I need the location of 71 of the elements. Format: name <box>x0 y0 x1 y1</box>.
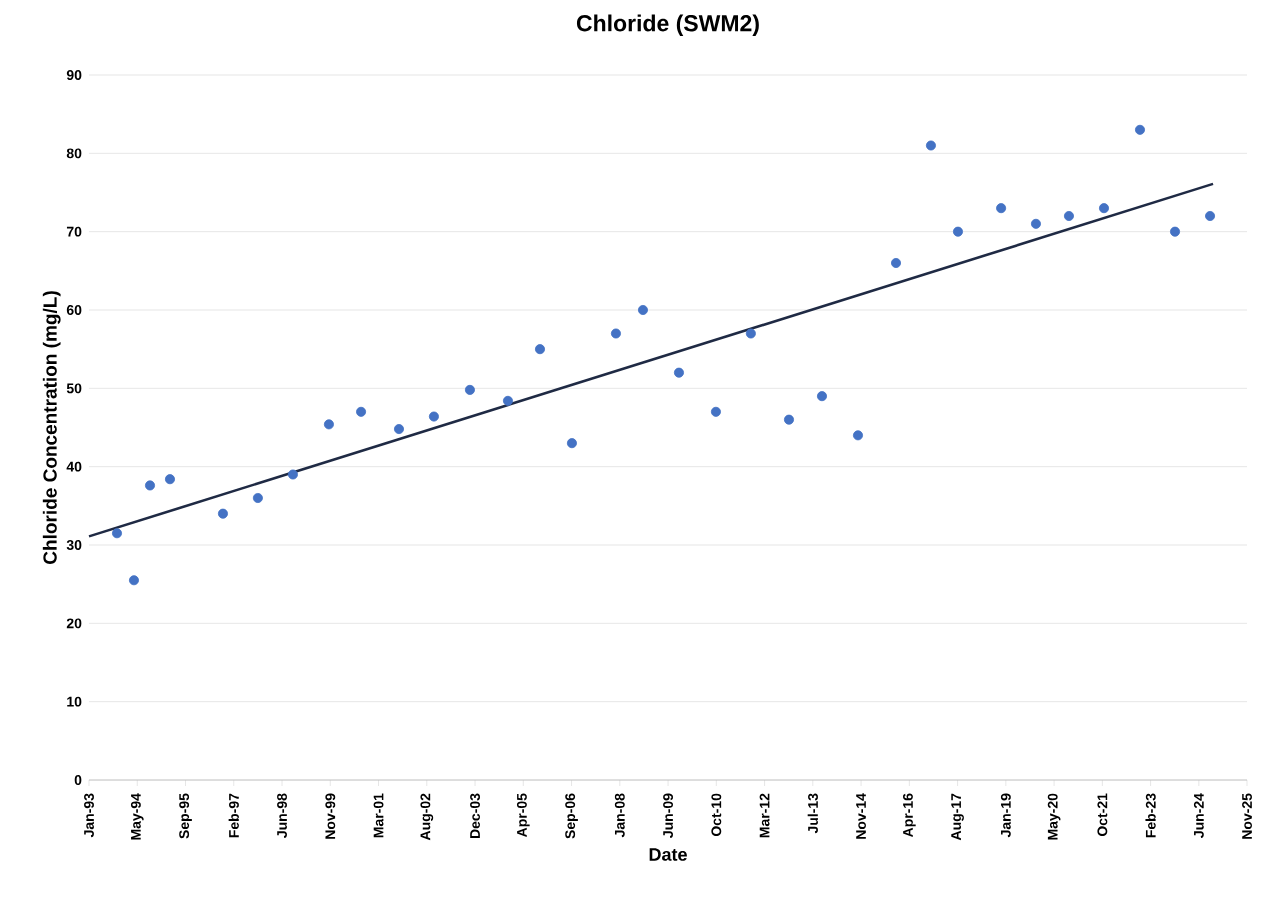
x-tick-label: Jan-93 <box>84 793 94 838</box>
point <box>1063 211 1074 221</box>
y-tick-label: 10 <box>67 696 82 707</box>
x-tick-label: May-94 <box>130 793 144 840</box>
point <box>502 395 513 406</box>
x-tick-label: Mar-12 <box>759 793 770 838</box>
point <box>673 367 684 378</box>
y-axis-title: Chloride Concentration (mg/L) <box>42 291 61 564</box>
y-tick-label: 0 <box>74 775 82 785</box>
y-tick-label: 40 <box>66 461 82 472</box>
point <box>111 528 122 539</box>
x-tick-label: Feb-23 <box>1145 793 1156 838</box>
x-tick-label: Nov-14 <box>856 793 866 839</box>
x-tick-label: Dec-03 <box>470 793 480 839</box>
point <box>1170 226 1181 237</box>
y-tick-label: 80 <box>66 148 82 159</box>
x-tick-label: Jan-19 <box>1000 793 1011 838</box>
point <box>783 414 794 425</box>
chart-title: Chloride (SWM2) <box>576 14 759 36</box>
y-tick-label: 90 <box>66 70 82 80</box>
y-tick-label: 20 <box>66 618 82 629</box>
point <box>710 406 721 417</box>
x-tick-label: Jun-24 <box>1193 793 1204 838</box>
point <box>996 203 1007 214</box>
point <box>610 328 621 339</box>
point <box>637 305 648 315</box>
y-tick-label: 70 <box>66 226 82 237</box>
point <box>287 469 298 480</box>
x-tick-label: Jun-09 <box>663 793 673 838</box>
x-tick-label: Jul-13 <box>807 793 818 834</box>
point <box>1205 211 1216 221</box>
x-tick-label: Mar-01 <box>373 793 384 838</box>
x-tick-label: Feb-97 <box>228 793 239 838</box>
point <box>252 493 263 503</box>
x-tick-label: May-20 <box>1047 793 1061 840</box>
x-tick-label: Aug-17 <box>951 793 964 841</box>
point <box>745 328 756 339</box>
point <box>566 438 577 449</box>
point <box>164 474 175 485</box>
x-tick-label: Oct-21 <box>1097 793 1108 837</box>
y-tick-label: 30 <box>66 540 82 550</box>
point <box>952 226 963 237</box>
point <box>1134 124 1145 135</box>
x-tick-label: Apr-05 <box>516 793 530 838</box>
point <box>464 384 475 395</box>
y-tick-label: 60 <box>66 305 82 315</box>
y-tick-label: 50 <box>66 383 82 394</box>
point <box>852 430 863 441</box>
x-tick-label: Oct-10 <box>711 793 722 837</box>
x-tick-label: Sep-95 <box>179 793 192 839</box>
x-tick-label: Jun-98 <box>277 793 287 838</box>
point <box>534 344 545 355</box>
point <box>323 419 334 430</box>
point <box>1030 218 1041 229</box>
point <box>145 480 155 491</box>
x-tick-label: Jan-08 <box>614 793 625 838</box>
point <box>428 411 439 422</box>
x-tick-label: Nov-25 <box>1242 793 1252 839</box>
point <box>217 508 228 519</box>
x-tick-label: Sep-06 <box>565 793 578 839</box>
point <box>128 575 139 586</box>
point <box>393 424 404 435</box>
point <box>925 140 936 151</box>
point <box>1098 203 1109 214</box>
point <box>356 406 367 417</box>
point <box>816 391 827 402</box>
x-tick-label: Nov-99 <box>325 793 336 839</box>
x-tick-label: Aug-02 <box>420 793 434 841</box>
x-axis-title: Date <box>649 848 687 861</box>
x-tick-label: Apr-16 <box>903 793 916 838</box>
point <box>891 258 902 268</box>
